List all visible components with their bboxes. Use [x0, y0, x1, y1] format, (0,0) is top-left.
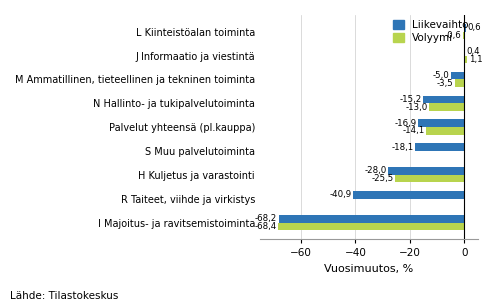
Bar — [353, 191, 464, 199]
Text: -68,4: -68,4 — [254, 222, 277, 231]
Bar — [278, 223, 464, 230]
Bar — [455, 79, 464, 87]
Bar — [464, 56, 467, 63]
Text: -0,6: -0,6 — [445, 31, 461, 40]
Bar — [279, 215, 464, 223]
Text: -28,0: -28,0 — [364, 167, 387, 175]
Bar — [464, 48, 465, 56]
Bar — [451, 72, 464, 79]
Text: -18,1: -18,1 — [391, 143, 414, 152]
Text: 0,4: 0,4 — [467, 47, 481, 56]
Bar — [429, 103, 464, 111]
Text: -25,5: -25,5 — [371, 174, 393, 183]
Legend: Liikevaihto, Volyymi: Liikevaihto, Volyymi — [393, 20, 468, 43]
Text: -15,2: -15,2 — [399, 95, 422, 104]
Bar — [426, 127, 464, 135]
Bar — [395, 175, 464, 182]
Bar — [419, 119, 464, 127]
Text: -14,1: -14,1 — [402, 126, 424, 135]
Text: -13,0: -13,0 — [405, 102, 427, 112]
Text: Lähde: Tilastokeskus: Lähde: Tilastokeskus — [10, 291, 118, 301]
Text: -5,0: -5,0 — [433, 71, 450, 80]
Text: -3,5: -3,5 — [437, 79, 454, 88]
Text: 0,6: 0,6 — [467, 23, 481, 33]
Bar — [423, 96, 464, 103]
Bar — [388, 167, 464, 175]
Bar — [463, 32, 464, 39]
Bar — [464, 24, 466, 32]
Text: -16,9: -16,9 — [395, 119, 417, 128]
Text: 1,1: 1,1 — [469, 55, 482, 64]
X-axis label: Vuosimuutos, %: Vuosimuutos, % — [324, 264, 414, 274]
Text: -40,9: -40,9 — [329, 190, 352, 199]
Text: -68,2: -68,2 — [255, 214, 277, 223]
Bar — [415, 143, 464, 151]
